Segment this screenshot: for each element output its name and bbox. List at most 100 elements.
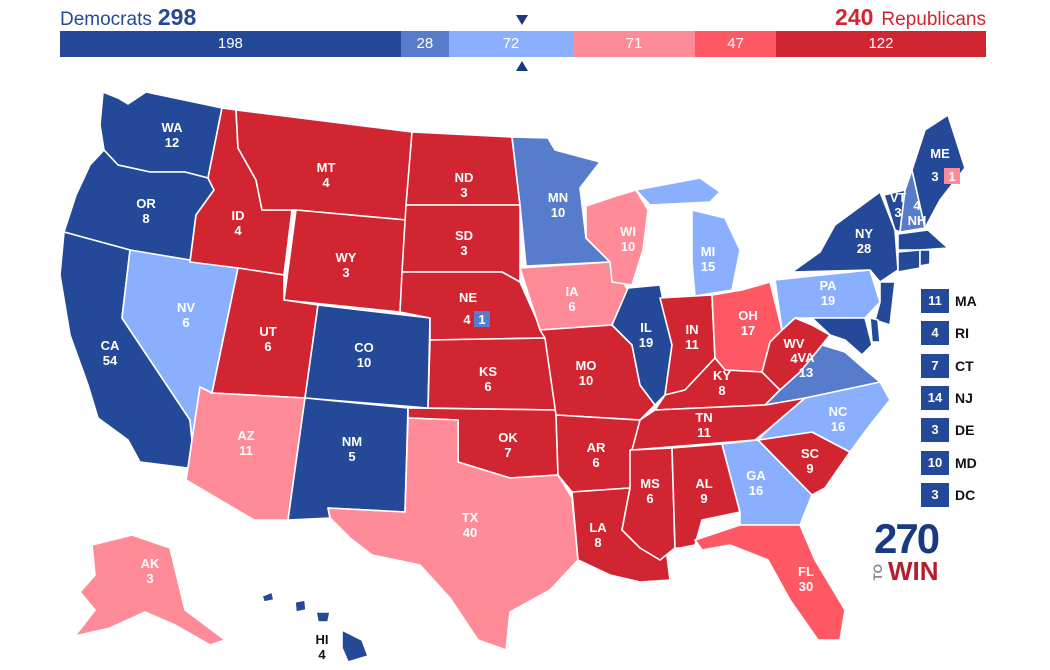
- label-la: LA 8: [589, 520, 607, 550]
- 270towin-logo: 270 TO WIN: [871, 515, 962, 585]
- state-hi[interactable]: [261, 591, 369, 663]
- label-id: ID 4: [232, 208, 245, 238]
- state-me[interactable]: [911, 114, 966, 229]
- state-mi[interactable]: [635, 177, 741, 297]
- bar-segment: 72: [448, 31, 573, 57]
- label-in: IN 11: [685, 322, 699, 352]
- state-ri[interactable]: [919, 249, 931, 267]
- label-nc: NC 16: [829, 404, 848, 434]
- bar-segment: 122: [775, 31, 986, 57]
- electoral-vote-bar: 198 28 72 71 47 122: [60, 31, 986, 57]
- label-fl: FL 30: [798, 564, 814, 594]
- label-hi: HI 4: [316, 632, 329, 662]
- label-ia: IA 6: [566, 284, 580, 314]
- label-sd: SD 3: [455, 228, 473, 258]
- state-nj[interactable]: [874, 281, 896, 326]
- bar-segment: 47: [695, 31, 776, 57]
- label-wy: WY 3: [336, 250, 357, 280]
- majority-marker-down-icon: [516, 15, 528, 25]
- label-oh: OH 17: [738, 308, 758, 338]
- small-state-label: DC: [955, 486, 976, 503]
- state-ct[interactable]: [897, 249, 921, 273]
- label-ms: MS 6: [640, 476, 660, 506]
- label-wa: WA 12: [162, 120, 184, 150]
- small-state-label: RI: [955, 325, 969, 342]
- label-ne-2: 1: [478, 312, 485, 327]
- state-de[interactable]: [869, 317, 881, 343]
- label-ne: NE: [459, 290, 477, 305]
- label-mt: MT 4: [317, 160, 336, 190]
- small-state-ev: 10: [921, 450, 949, 475]
- small-state-label: MA: [955, 293, 977, 309]
- label-mi: MI 15: [701, 244, 715, 274]
- small-state-ev: 11: [921, 289, 949, 313]
- small-state-label: MD: [955, 454, 977, 471]
- label-me: ME: [930, 146, 950, 161]
- small-state-ri[interactable]: 4 RI: [921, 321, 1011, 346]
- label-vt: VT 3: [890, 190, 907, 220]
- state-tx[interactable]: [327, 417, 579, 651]
- small-state-de[interactable]: 3 DE: [921, 418, 1011, 443]
- label-nm: NM 5: [342, 434, 362, 464]
- logo-number: 270: [874, 515, 940, 562]
- small-state-label: NJ: [955, 389, 973, 406]
- label-wi: WI 10: [620, 224, 636, 254]
- label-ca: CA 54: [101, 338, 120, 368]
- bar-segment: 71: [572, 31, 696, 57]
- state-ny[interactable]: [791, 191, 899, 283]
- republicans-ev-count: 240: [835, 4, 874, 30]
- state-ak[interactable]: [74, 534, 226, 646]
- small-state-ev: 7: [921, 353, 949, 378]
- small-state-ev: 14: [921, 385, 949, 410]
- small-state-dc[interactable]: 3 DC: [921, 482, 1011, 507]
- label-tx: TX 40: [462, 510, 479, 540]
- state-ma[interactable]: [897, 229, 949, 251]
- small-state-ev: 4: [921, 321, 949, 346]
- label-az: AZ 11: [237, 428, 254, 458]
- label-ks: KS 6: [479, 364, 497, 394]
- state-mn[interactable]: [511, 136, 611, 267]
- small-state-nj[interactable]: 14 NJ: [921, 385, 1011, 410]
- label-nd: ND 3: [455, 170, 474, 200]
- small-state-label: DE: [955, 422, 975, 439]
- logo-to: TO: [871, 564, 885, 581]
- label-nh: 4 NH: [908, 198, 927, 228]
- small-state-ev: 3: [921, 418, 949, 443]
- state-fl[interactable]: [694, 524, 846, 641]
- small-state-md[interactable]: 10 MD: [921, 450, 1011, 475]
- majority-marker-up-icon: [516, 61, 528, 71]
- bar-segment: 28: [400, 31, 449, 57]
- label-pa: PA 19: [819, 278, 837, 308]
- label-ky: KY 8: [713, 368, 731, 398]
- label-wv: WV 4: [784, 336, 805, 366]
- state-md[interactable]: [811, 317, 873, 356]
- label-me-ev: 3: [931, 169, 938, 184]
- label-va: VA 13: [797, 350, 815, 380]
- state-labels: WA 12 OR 8 CA 54 NV 6 ID 4 MT 4 WY 3 UT 6 CO 10 A…: [101, 120, 956, 662]
- label-al: AL 9: [695, 476, 712, 506]
- label-co: CO 10: [354, 340, 374, 370]
- state-wi[interactable]: [585, 189, 649, 286]
- small-state-label: CT: [955, 357, 974, 374]
- small-state-ma[interactable]: 11 MA: [921, 289, 1011, 313]
- democrats-label: Democrats: [60, 9, 152, 30]
- label-ny: NY 28: [855, 226, 873, 256]
- democrats-total: Democrats 298: [60, 4, 196, 31]
- small-state-ct[interactable]: 7 CT: [921, 353, 1011, 378]
- district-box-ne-2[interactable]: [474, 311, 490, 327]
- district-box-me-2[interactable]: [944, 168, 960, 184]
- label-ok: OK 7: [498, 430, 518, 460]
- label-il: IL 19: [639, 320, 653, 350]
- label-nv: NV 6: [177, 300, 195, 330]
- republicans-total: 240 Republicans: [835, 4, 986, 31]
- label-sc: SC 9: [801, 446, 820, 476]
- label-or: OR 8: [136, 196, 156, 226]
- label-ut: UT 6: [259, 324, 276, 354]
- small-state-ev: 3: [921, 482, 949, 507]
- label-me-2: 1: [948, 169, 955, 184]
- label-ne-ev: 4: [463, 312, 471, 327]
- republicans-label: Republicans: [881, 9, 986, 30]
- label-ar: AR 6: [587, 440, 606, 470]
- label-mn: MN 10: [548, 190, 568, 220]
